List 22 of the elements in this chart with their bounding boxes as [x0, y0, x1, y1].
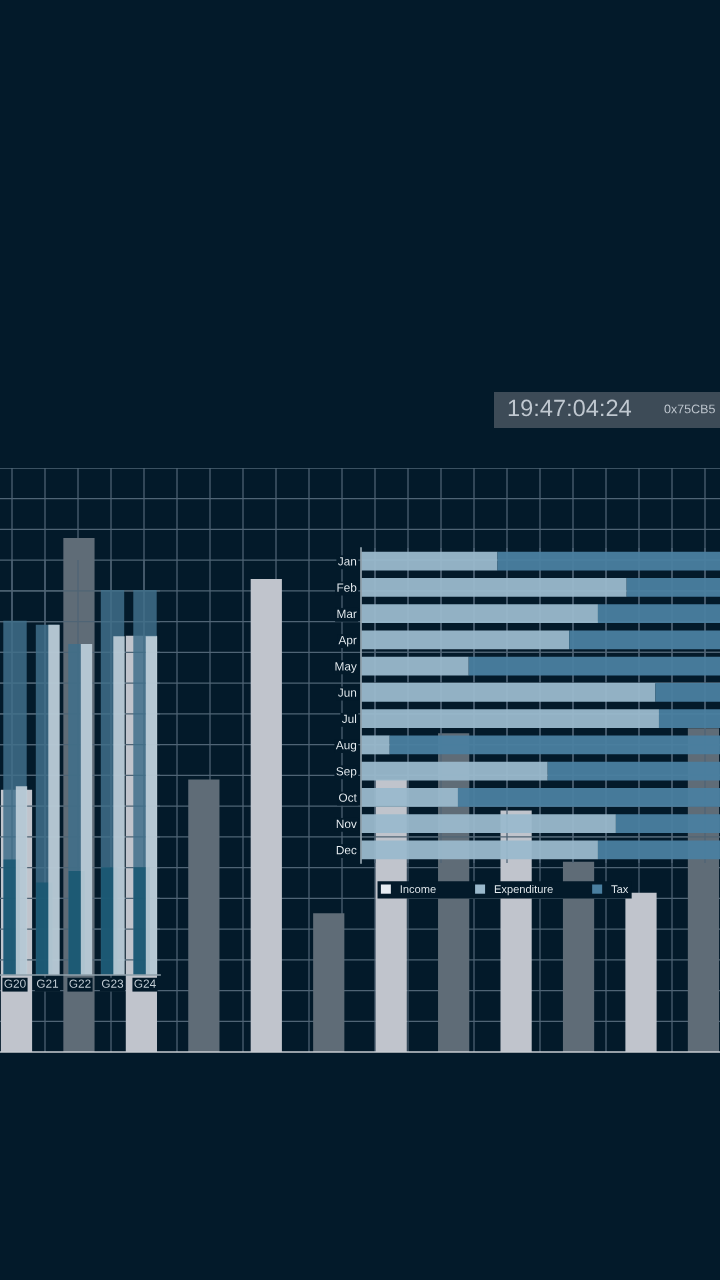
legend-label: Income: [400, 885, 436, 894]
x-tick-label: G20: [4, 979, 26, 988]
y-tick-label: Mar: [337, 609, 357, 619]
legend-label: Expenditure: [494, 884, 553, 896]
text: 0x75CB5: [664, 404, 715, 414]
x-tick-label: G23: [101, 979, 124, 988]
y-tick-label: Jan: [337, 557, 357, 566]
y-tick-label: Feb: [337, 583, 357, 592]
x-tick-label: G22: [69, 979, 91, 988]
y-tick-label: Nov: [336, 819, 357, 829]
x-tick-label: G24: [134, 979, 156, 988]
legend-label: Tax: [611, 885, 629, 894]
y-tick-label: Jun: [337, 688, 357, 697]
y-tick-label: Jul: [341, 714, 357, 724]
y-tick-label: Oct: [339, 793, 357, 802]
text: 19:47:04:24: [508, 399, 632, 417]
y-tick-label: Aug: [335, 741, 357, 752]
y-tick-label: May: [335, 662, 357, 673]
y-tick-label: Sep: [336, 767, 357, 778]
x-tick-label: G21: [36, 979, 59, 988]
y-tick-label: Apr: [338, 636, 357, 647]
y-tick-label: Dec: [336, 846, 357, 855]
